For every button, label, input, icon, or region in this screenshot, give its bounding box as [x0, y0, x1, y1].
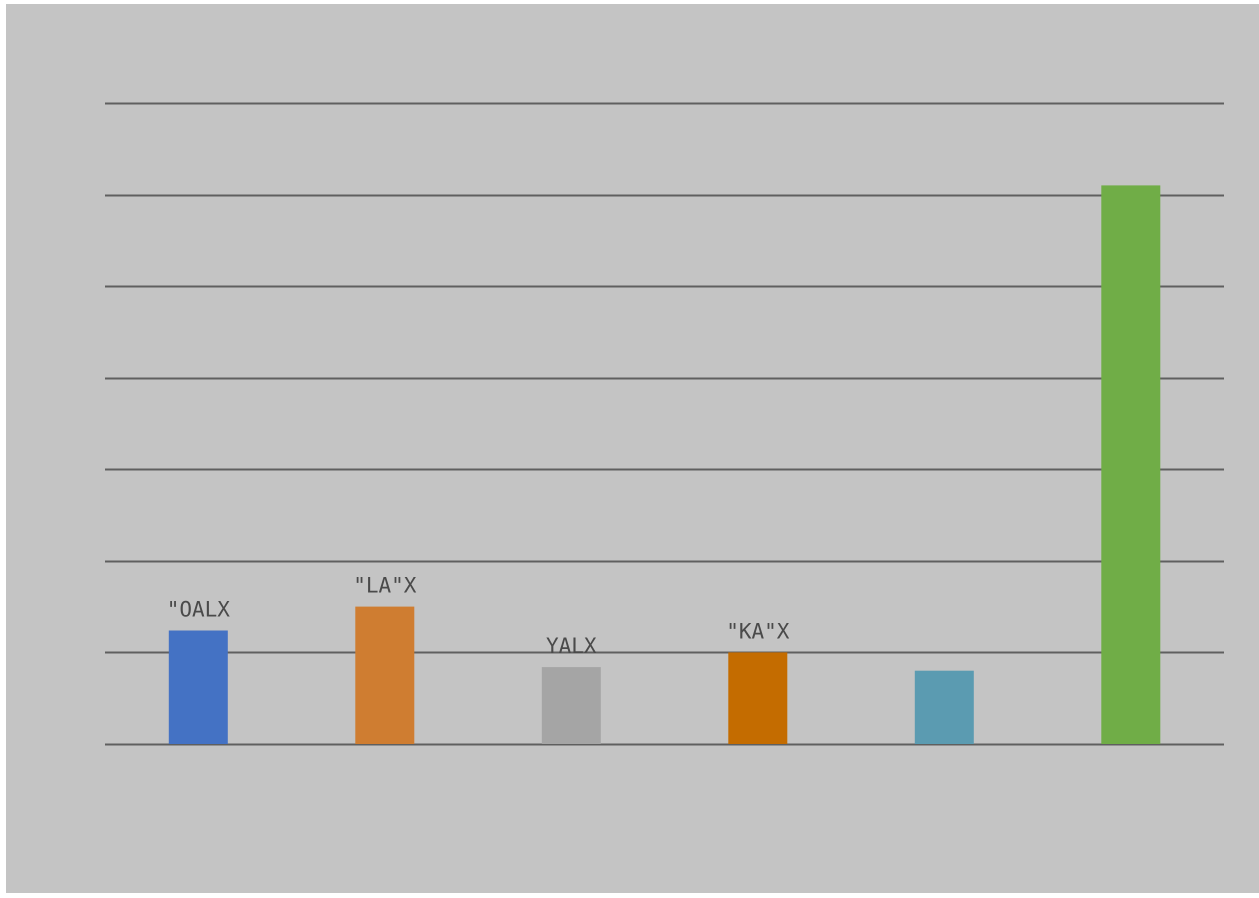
- bar-1: [168, 630, 228, 744]
- bars: [168, 185, 1161, 744]
- data-labels: "OALX "LA"X YALX "KA"X: [167, 574, 790, 659]
- gridlines: [105, 102, 1224, 746]
- bar-2: [355, 606, 415, 744]
- data-label-bar-4: "KA"X: [726, 619, 790, 643]
- data-label-bar-3: YALX: [546, 634, 597, 658]
- bar-5: [914, 670, 974, 744]
- data-label-bar-1: "OALX: [167, 598, 231, 622]
- chart-background: [6, 4, 1259, 893]
- bar-3: [541, 667, 601, 744]
- bar-4: [728, 652, 788, 744]
- bar-6: [1101, 185, 1161, 744]
- data-label-bar-2: "LA"X: [353, 574, 417, 598]
